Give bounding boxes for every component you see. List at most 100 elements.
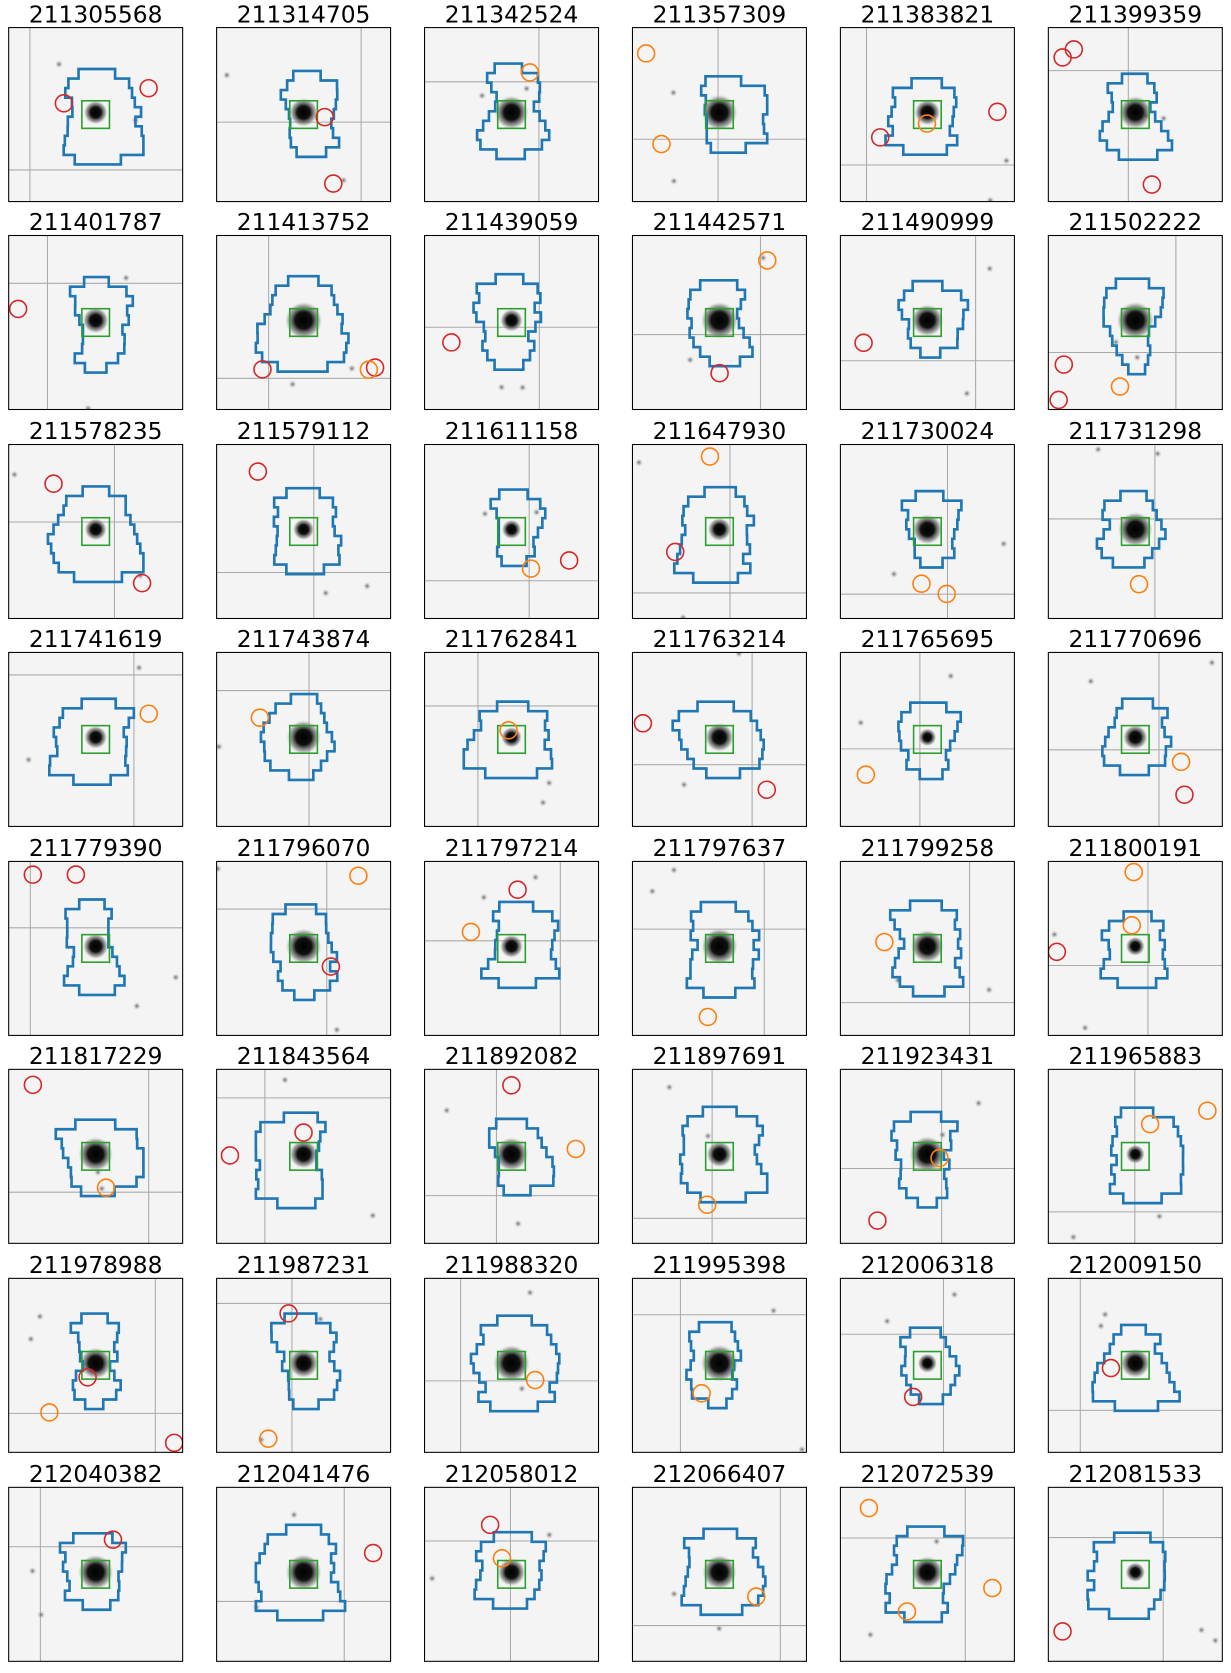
aperture bbox=[254, 1111, 327, 1210]
target-box bbox=[496, 724, 527, 755]
panel-frame bbox=[216, 443, 392, 620]
neighbour-marker bbox=[917, 114, 937, 133]
panel-frame bbox=[631, 1486, 807, 1662]
panel bbox=[1048, 235, 1223, 410]
aperture bbox=[259, 692, 336, 782]
panel bbox=[216, 1487, 391, 1662]
panel bbox=[632, 1278, 807, 1453]
neighbour-marker bbox=[652, 134, 671, 154]
panel-frame bbox=[631, 860, 807, 1036]
panel-title: 211797637 bbox=[653, 834, 787, 862]
panel bbox=[216, 1278, 391, 1453]
panel-title: 211892082 bbox=[445, 1042, 579, 1070]
panel-frame bbox=[839, 651, 1015, 827]
target-star bbox=[912, 514, 943, 545]
target-box bbox=[1120, 1141, 1150, 1171]
target-box bbox=[912, 99, 942, 130]
faint-star bbox=[714, 1624, 724, 1633]
panel-title: 211413752 bbox=[237, 208, 371, 236]
panel-frame bbox=[8, 1486, 184, 1662]
target-box bbox=[912, 1141, 942, 1171]
panel-title: 211490999 bbox=[861, 208, 995, 236]
neighbour-marker bbox=[321, 957, 341, 976]
aperture bbox=[269, 903, 339, 1002]
panel-frame bbox=[631, 27, 807, 203]
faint-star bbox=[669, 176, 679, 186]
neighbour-marker bbox=[665, 542, 685, 562]
panel bbox=[8, 861, 183, 1036]
faint-star bbox=[544, 778, 554, 788]
neighbour-marker bbox=[294, 1123, 313, 1142]
panel-title: 211817229 bbox=[29, 1042, 163, 1070]
target-box bbox=[912, 516, 942, 547]
neighbour-marker bbox=[697, 1195, 717, 1215]
panel-title: 211439059 bbox=[445, 208, 579, 236]
target-box bbox=[81, 933, 111, 964]
panel-title: 211357309 bbox=[653, 0, 787, 28]
panel bbox=[216, 1069, 391, 1244]
aperture bbox=[62, 67, 145, 166]
aperture bbox=[68, 275, 135, 374]
panel bbox=[1048, 652, 1223, 827]
target-star bbox=[501, 519, 522, 540]
target-star bbox=[79, 1347, 112, 1380]
neighbour-marker bbox=[250, 708, 270, 727]
target-box bbox=[1120, 724, 1150, 755]
target-star bbox=[909, 1136, 946, 1173]
faint-star bbox=[216, 742, 224, 751]
aperture bbox=[279, 69, 341, 159]
panel-frame bbox=[216, 651, 392, 827]
target-star bbox=[1117, 511, 1153, 547]
panel-frame bbox=[631, 651, 807, 827]
faint-star bbox=[531, 873, 540, 882]
neighbour-marker bbox=[279, 1304, 298, 1323]
neighbour-marker bbox=[220, 1146, 240, 1165]
neighbour-marker bbox=[868, 1211, 887, 1230]
faint-star bbox=[769, 1306, 778, 1315]
target-star bbox=[1125, 1144, 1145, 1164]
target-box bbox=[289, 1559, 319, 1589]
target-star bbox=[1122, 724, 1148, 750]
panel-frame bbox=[8, 27, 184, 203]
panel bbox=[632, 444, 807, 619]
faint-star bbox=[1132, 353, 1142, 362]
panel-frame bbox=[1047, 234, 1223, 411]
target-star bbox=[917, 1353, 938, 1373]
target-box bbox=[704, 933, 735, 964]
faint-star bbox=[427, 1574, 437, 1583]
faint-star bbox=[513, 1219, 523, 1228]
target-box bbox=[704, 307, 735, 338]
target-box bbox=[81, 724, 111, 755]
target-star bbox=[83, 100, 108, 125]
neighbour-marker bbox=[758, 251, 777, 270]
panel-frame bbox=[839, 443, 1015, 620]
target-box bbox=[289, 933, 319, 964]
target-box bbox=[1120, 1350, 1150, 1380]
faint-star bbox=[347, 364, 357, 373]
panel-title: 211988320 bbox=[445, 1251, 579, 1279]
panel-title: 211770696 bbox=[1069, 625, 1203, 653]
neighbour-marker bbox=[1064, 40, 1084, 59]
target-star bbox=[918, 728, 937, 747]
neighbour-marker bbox=[323, 174, 343, 193]
panel-frame bbox=[839, 234, 1015, 411]
aperture bbox=[54, 1118, 145, 1198]
target-star bbox=[84, 518, 107, 541]
neighbour-marker bbox=[1124, 862, 1143, 882]
target-box bbox=[912, 1350, 942, 1380]
panel-title: 211383821 bbox=[861, 0, 995, 28]
target-star bbox=[1116, 301, 1155, 340]
target-box bbox=[81, 516, 111, 547]
faint-star bbox=[678, 613, 688, 619]
faint-star bbox=[856, 718, 866, 727]
panel-title: 211799258 bbox=[861, 834, 995, 862]
neighbour-marker bbox=[54, 94, 74, 113]
panel bbox=[632, 861, 807, 1036]
neighbour-marker bbox=[633, 713, 653, 733]
panel bbox=[8, 444, 183, 619]
panel-frame bbox=[1047, 860, 1223, 1036]
panel bbox=[216, 27, 391, 202]
aperture bbox=[680, 1527, 767, 1617]
